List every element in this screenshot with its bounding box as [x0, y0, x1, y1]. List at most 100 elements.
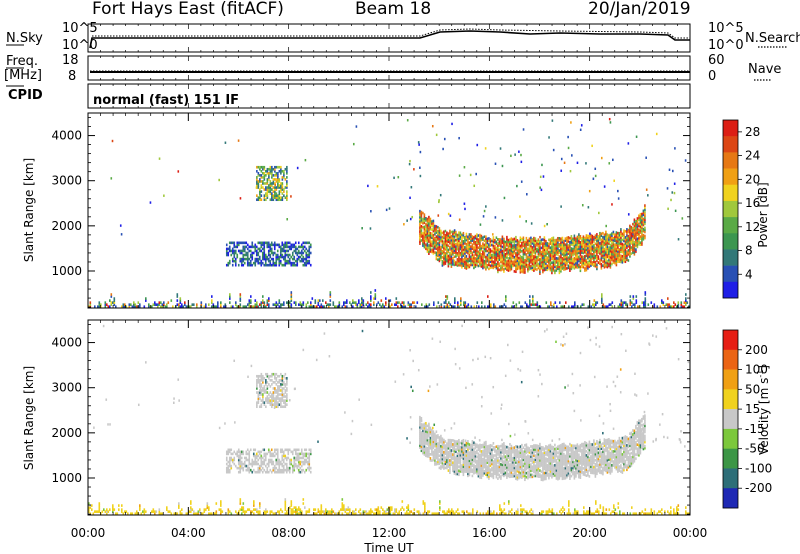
- data-cell: [282, 257, 285, 261]
- data-cell: [297, 458, 300, 462]
- data-cell: [438, 257, 441, 261]
- data-cell: [449, 438, 451, 442]
- data-cell: [543, 238, 546, 241]
- data-cell: [273, 454, 276, 458]
- data-cell: [420, 214, 423, 218]
- data-cell: [641, 241, 643, 244]
- data-cell: [612, 259, 615, 262]
- data-cell: [491, 259, 493, 263]
- data-cell: [264, 241, 267, 245]
- data-cell: [477, 444, 480, 447]
- data-cell: [584, 244, 586, 248]
- data-cell: [513, 247, 516, 251]
- data-cell: [435, 255, 438, 259]
- data-cell: [257, 186, 260, 189]
- data-cell: [281, 470, 284, 474]
- data-cell: [528, 241, 531, 245]
- data-cell: [254, 247, 257, 251]
- data-cell: [429, 227, 432, 231]
- data-cell: [470, 449, 472, 453]
- data-cell: [567, 240, 570, 243]
- data-cell: [566, 267, 568, 270]
- data-cell: [536, 243, 538, 247]
- data-cell: [446, 450, 448, 454]
- data-cell: [545, 256, 547, 259]
- data-cell: [459, 462, 462, 465]
- data-cell: [309, 263, 312, 267]
- noise-tick-right-bottom: 10^0: [708, 38, 744, 53]
- data-cell: [474, 471, 477, 474]
- data-cell: [151, 305, 153, 308]
- data-cell: [633, 244, 636, 248]
- data-cell: [483, 459, 486, 463]
- data-cell: [484, 305, 486, 308]
- data-cell: [588, 241, 591, 244]
- data-cell: [614, 239, 616, 243]
- data-cell: [516, 263, 519, 267]
- data-cell: [620, 240, 622, 243]
- data-cell: [305, 452, 308, 456]
- data-cell: [461, 237, 463, 241]
- data-cell: [635, 295, 638, 298]
- data-cell: [385, 297, 387, 300]
- data-cell: [618, 233, 621, 237]
- data-cell: [488, 444, 490, 448]
- data-cell: [296, 452, 299, 456]
- data-cell: [513, 259, 516, 263]
- data-cell: [474, 249, 477, 252]
- data-cell: [498, 256, 501, 259]
- data-cell: [626, 254, 628, 258]
- data-cell: [473, 258, 475, 262]
- data-cell: [631, 235, 633, 238]
- data-cell: [495, 256, 498, 260]
- data-cell: [291, 452, 294, 456]
- data-cell: [537, 258, 540, 262]
- data-cell: [306, 255, 309, 259]
- data-cell: [549, 242, 552, 246]
- data-cell: [539, 264, 541, 267]
- data-cell: [462, 443, 465, 446]
- data-cell: [641, 222, 643, 226]
- data-cell: [554, 243, 556, 246]
- data-cell: [479, 457, 481, 461]
- data-cell: [452, 246, 454, 250]
- data-cell: [432, 432, 435, 435]
- data-cell: [419, 224, 421, 227]
- data-cell: [456, 247, 459, 251]
- data-cell: [567, 248, 570, 251]
- data-cell: [638, 240, 640, 244]
- data-cell: [276, 452, 279, 456]
- data-cell: [608, 248, 610, 252]
- data-cell: [644, 212, 646, 215]
- data-cell: [346, 305, 348, 308]
- data-cell: [461, 441, 463, 445]
- data-cell: [639, 231, 642, 234]
- data-cell: [670, 198, 672, 202]
- data-cell: [419, 238, 421, 241]
- data-cell: [452, 457, 454, 460]
- data-cell: [464, 246, 466, 249]
- data-cell: [605, 257, 607, 260]
- data-cell: [485, 259, 487, 263]
- data-cell: [447, 461, 450, 464]
- data-cell: [636, 231, 639, 234]
- data-cell: [296, 466, 299, 470]
- data-cell: [474, 251, 477, 254]
- data-cell: [281, 450, 284, 454]
- data-cell: [466, 305, 468, 308]
- data-cell: [467, 468, 469, 472]
- data-cell: [443, 457, 445, 460]
- data-cell: [633, 246, 636, 250]
- data-cell: [228, 448, 231, 452]
- data-cell: [470, 247, 472, 250]
- data-cell: [624, 244, 627, 247]
- data-cell: [437, 460, 439, 464]
- data-cell: [579, 241, 582, 244]
- data-cell: [257, 376, 260, 380]
- data-cell: [548, 262, 550, 266]
- data-cell: [275, 180, 278, 183]
- data-cell: [230, 466, 233, 470]
- data-cell: [458, 174, 461, 177]
- data-cell: [458, 451, 460, 454]
- data-cell: [560, 251, 562, 255]
